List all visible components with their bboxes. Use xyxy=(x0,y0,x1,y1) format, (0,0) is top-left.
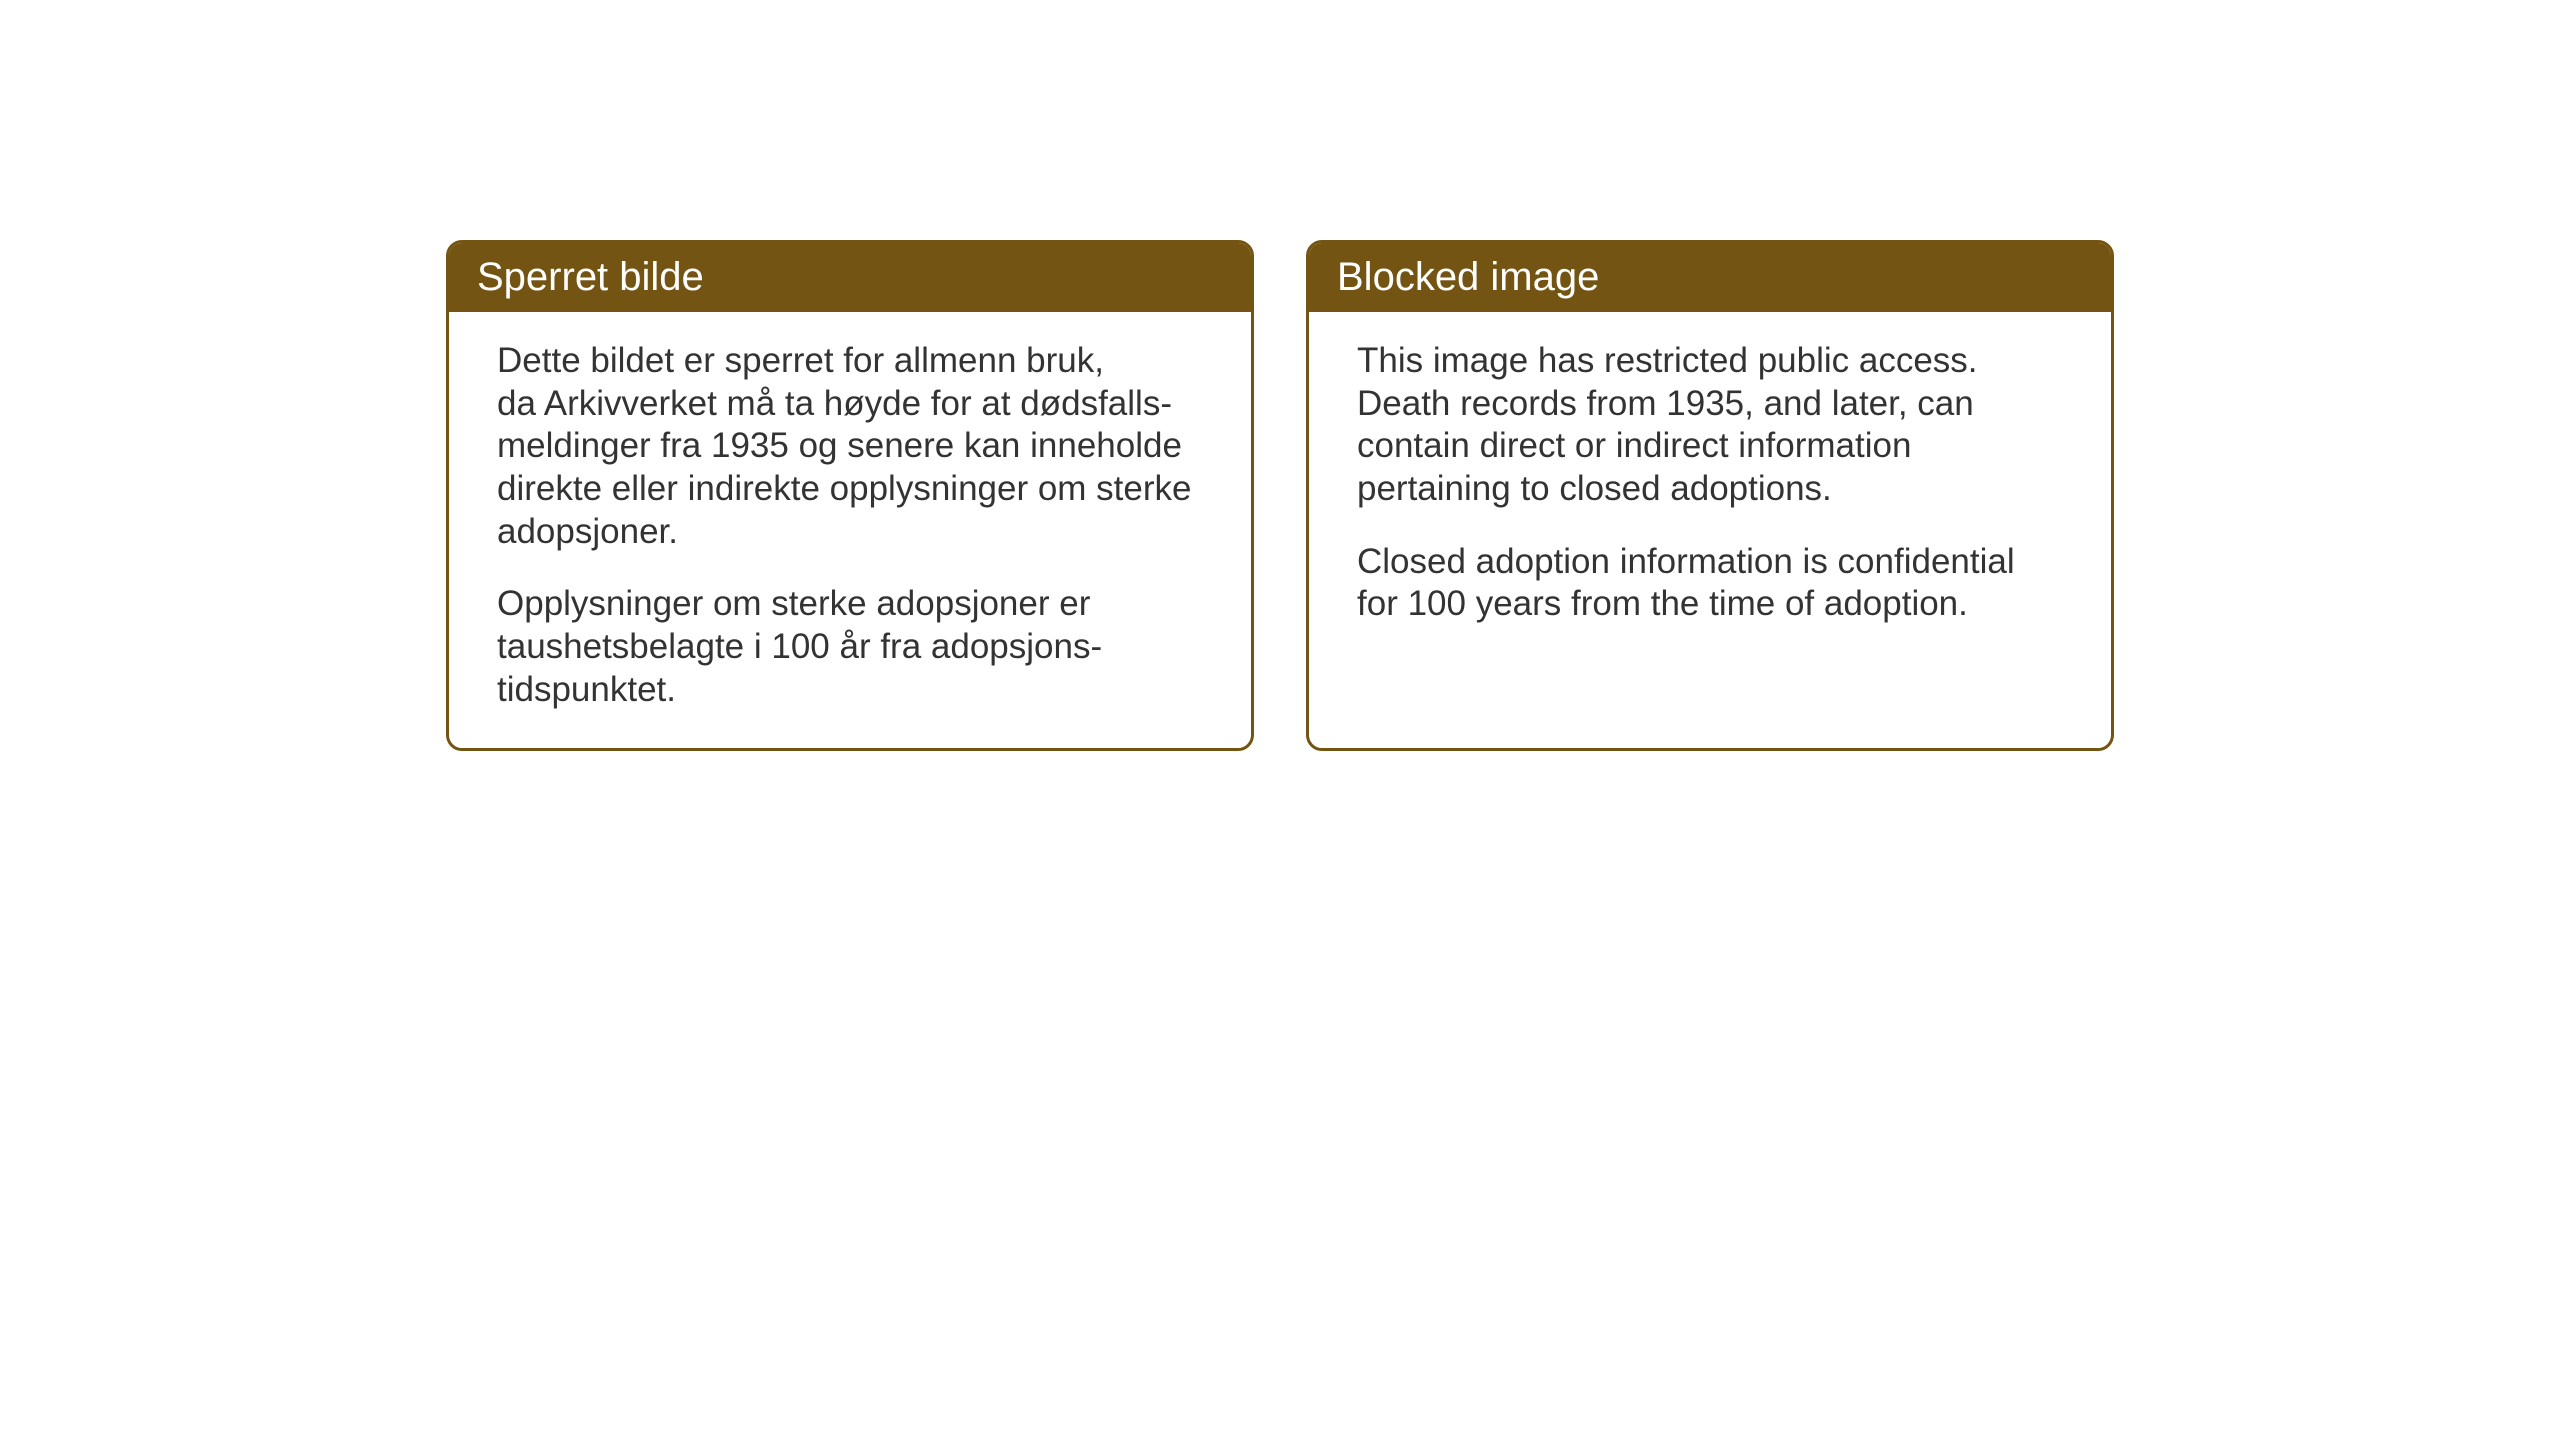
card-norwegian: Sperret bilde Dette bildet er sperret fo… xyxy=(446,240,1254,751)
card-paragraph2-norwegian: Opplysninger om sterke adopsjoner ertaus… xyxy=(497,583,1203,711)
card-header-english: Blocked image xyxy=(1309,243,2111,312)
card-body-english: This image has restricted public access.… xyxy=(1309,312,2111,662)
cards-container: Sperret bilde Dette bildet er sperret fo… xyxy=(446,240,2114,751)
card-english: Blocked image This image has restricted … xyxy=(1306,240,2114,751)
card-paragraph2-english: Closed adoption information is confident… xyxy=(1357,541,2063,626)
card-paragraph1-english: This image has restricted public access.… xyxy=(1357,340,2063,511)
card-title-english: Blocked image xyxy=(1337,255,1599,299)
card-body-norwegian: Dette bildet er sperret for allmenn bruk… xyxy=(449,312,1251,748)
card-paragraph1-norwegian: Dette bildet er sperret for allmenn bruk… xyxy=(497,340,1203,553)
card-title-norwegian: Sperret bilde xyxy=(477,255,704,299)
card-header-norwegian: Sperret bilde xyxy=(449,243,1251,312)
